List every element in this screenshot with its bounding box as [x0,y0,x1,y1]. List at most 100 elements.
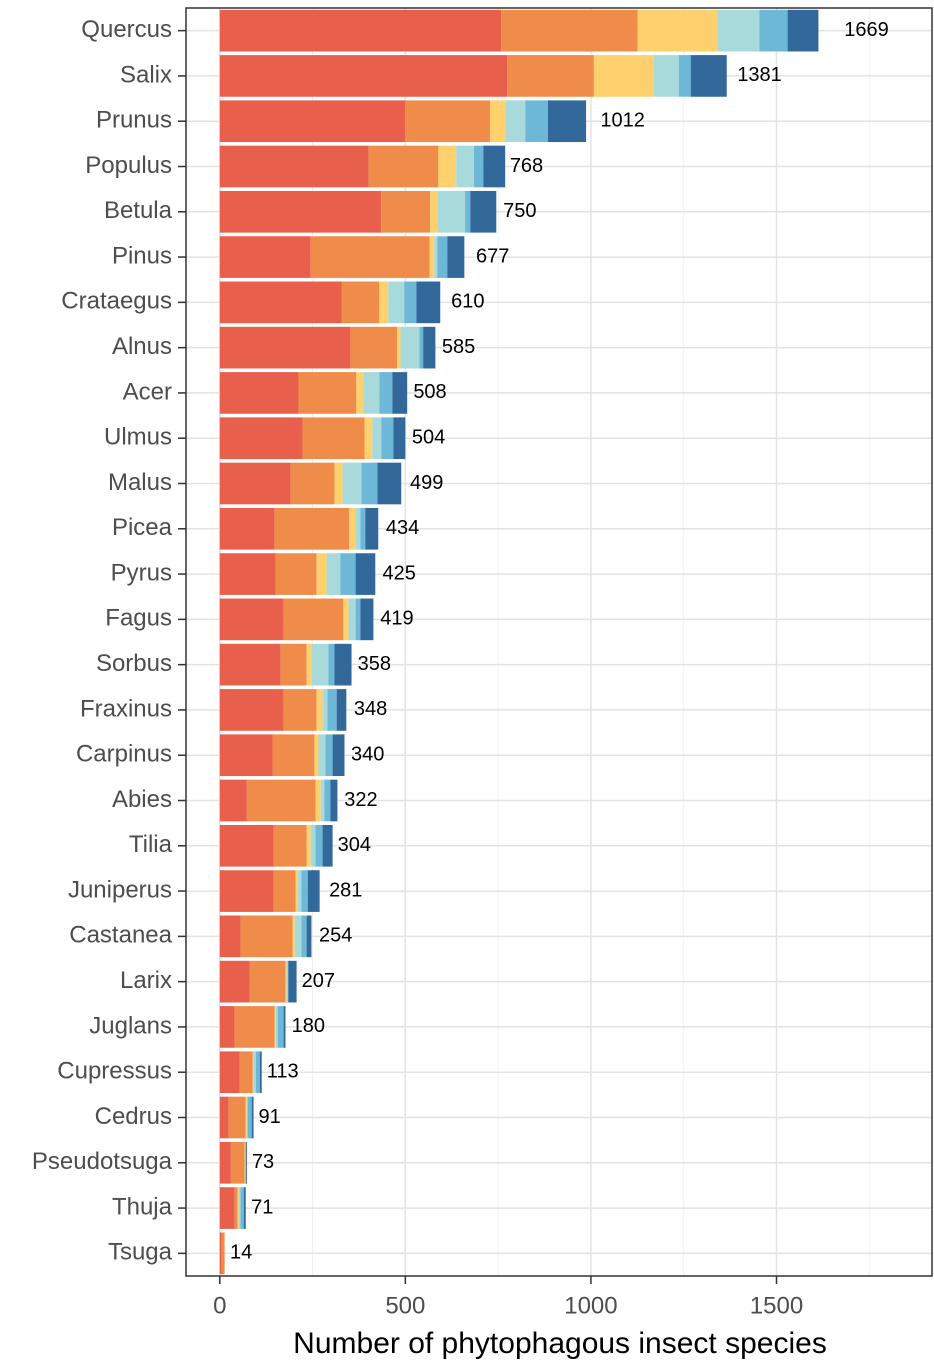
y-tick-label: Thuja [112,1193,173,1220]
bar-segment [246,779,316,822]
bar-segment [244,1141,246,1184]
bar-segment [437,236,448,278]
total-label: 348 [354,698,387,720]
bar-segment [253,1051,256,1094]
y-tick-label: Castanea [69,922,172,949]
y-tick-label: Alnus [112,333,172,360]
bar-segment [325,734,333,777]
bar-segment [350,326,398,369]
bar-segment [219,145,369,188]
x-tick-label: 1500 [750,1292,803,1319]
bar-segment [327,689,337,731]
bar-segment [302,417,365,460]
y-tick-label: Juniperus [68,876,172,903]
bar-segment [234,1006,275,1048]
bar-segment [423,326,436,369]
bar-segment [360,598,374,641]
bar-segment [219,915,241,958]
bar-segment [219,870,274,912]
bar-segment [341,281,380,324]
y-tick-label: Tsuga [108,1239,173,1266]
bar-segment [285,960,287,1003]
bar-segment [547,100,587,143]
bar-segment [430,190,438,233]
y-tick-label: Pinus [112,242,172,269]
bar-segment [230,1141,245,1184]
bar-segment [297,870,302,912]
y-tick-label: Salix [120,61,172,88]
y-tick-label: Malus [108,469,172,496]
bar-segment [295,870,298,912]
bar-segment [320,779,325,822]
bar-segment [237,1187,239,1229]
bar-segment [342,462,362,505]
bar-segment [275,1006,278,1048]
bar-segment [306,915,312,958]
bar-segment [343,598,349,641]
bar-segment [364,417,373,460]
bar-segment [219,100,406,143]
total-label: 73 [252,1151,274,1173]
bar-segment [306,824,311,867]
total-label: 419 [380,608,413,630]
y-tick-label: Tilia [129,831,173,858]
bar-segment [239,1051,253,1094]
bar-segment [247,1096,252,1139]
bar-segment [249,960,286,1003]
bar-segment [363,372,380,414]
bar-segment [419,326,424,369]
total-label: 322 [344,789,377,811]
bar-segment [219,824,274,867]
bar-segment [277,1006,284,1048]
bar-segment [377,462,402,505]
y-tick-label: Sorbus [96,650,172,677]
bar-segment [245,1096,247,1139]
bar-segment [372,417,382,460]
y-tick-label: Ulmus [104,424,172,451]
bar-segment [653,55,679,97]
bar-segment [219,417,303,460]
bar-segment [340,553,356,595]
bar-segment [416,281,441,324]
bar-segment [286,960,288,1003]
bar-segment [525,100,548,143]
bar-segment [283,689,317,731]
bar-segment [245,1141,247,1184]
bar-segment [251,1096,254,1139]
bar-segment [240,915,293,958]
bar-segment [252,1051,254,1094]
bar-segment [465,190,471,233]
y-tick-label: Juglans [89,1012,172,1039]
bar-segment [322,824,333,867]
bar-segment [379,281,389,324]
bar-segment [219,1006,235,1048]
bar-segment [283,1006,286,1048]
bar-segment [219,1141,231,1184]
bar-segment [310,236,430,278]
bar-segment [238,1187,241,1229]
x-tick-label: 500 [385,1292,425,1319]
bar-segment [336,689,347,731]
y-tick-label: Fagus [105,605,172,632]
bar-segment [429,236,435,278]
total-label: 768 [510,155,543,177]
total-label: 113 [267,1060,299,1082]
bar-segment [381,190,431,233]
bar-segment [759,9,788,52]
bar-segment [311,643,329,686]
bar-segment [483,145,506,188]
bar-segment [314,734,319,777]
bar-segment [379,372,393,414]
bar-segment [328,643,335,686]
bar-segment [690,55,727,97]
bar-segment [219,734,273,777]
total-label: 585 [442,336,475,358]
bar-segment [219,372,299,414]
bar-segment [405,100,490,143]
bar-segment [501,9,638,52]
bar-segment [326,553,341,595]
bar-segment [316,553,327,595]
y-tick-label: Cupressus [57,1058,172,1085]
